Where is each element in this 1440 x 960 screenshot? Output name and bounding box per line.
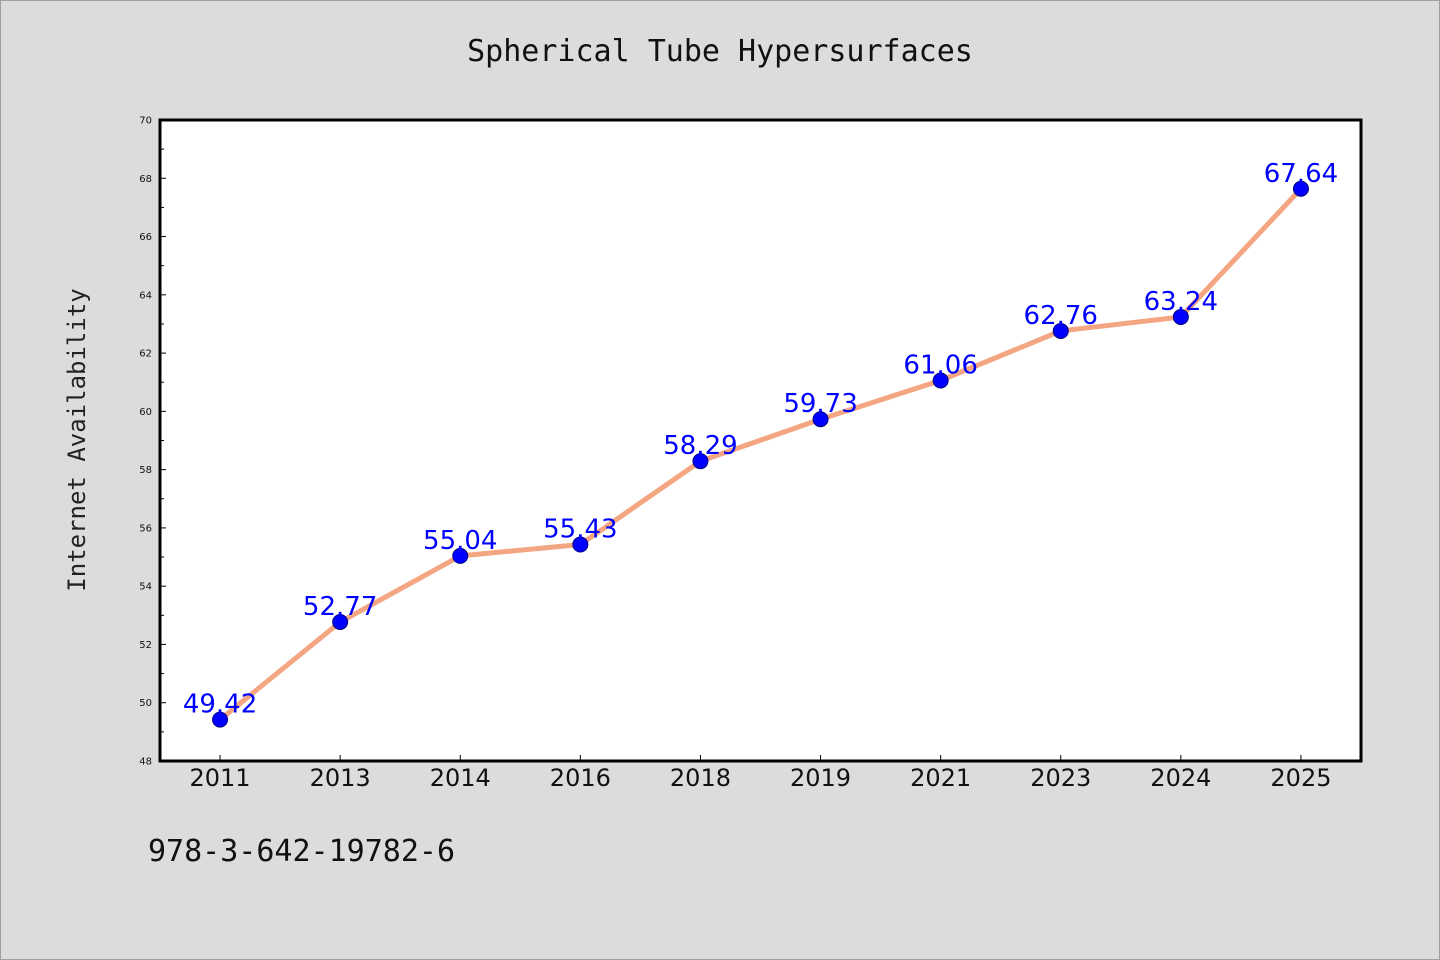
- data-point[interactable]: [812, 411, 829, 428]
- data-label: 55.04: [423, 526, 497, 556]
- data-point[interactable]: [1172, 308, 1189, 325]
- data-label: 63.24: [1144, 287, 1218, 317]
- y-tick-label: 48: [139, 757, 152, 768]
- x-axis: 2011 2013 2014 2016 2018 2019 2021 2023 2024 2025: [190, 755, 1331, 792]
- y-tick-label: 58: [139, 465, 152, 476]
- y-tick-label: 66: [139, 232, 152, 243]
- data-label: 52.77: [303, 592, 377, 622]
- data-label: 55.43: [543, 515, 617, 545]
- y-tick-label: 68: [139, 174, 152, 185]
- y-tick-label: 62: [139, 349, 152, 360]
- y-tick-label: 54: [139, 582, 152, 593]
- x-tick-label: 2013: [310, 764, 371, 792]
- isbn-text: 978-3-642-19782-6: [148, 834, 456, 869]
- y-tick-label: 50: [139, 698, 152, 709]
- series-line: [217, 186, 1304, 723]
- y-tick-label: 60: [139, 407, 152, 418]
- x-tick-label: 2011: [190, 764, 251, 792]
- data-label: 67.64: [1264, 159, 1338, 189]
- data-label: 59.73: [783, 389, 857, 419]
- x-tick-label: 2014: [430, 764, 491, 792]
- data-point[interactable]: [452, 547, 469, 564]
- data-label: 58.29: [663, 431, 737, 461]
- data-point[interactable]: [572, 536, 589, 553]
- x-tick-label: 2021: [910, 764, 971, 792]
- y-tick-label: 70: [139, 116, 152, 127]
- y-tick-label: 52: [139, 640, 152, 651]
- series-group: [212, 180, 1309, 728]
- y-tick-label: 56: [139, 523, 152, 534]
- data-label: 62.76: [1024, 301, 1098, 331]
- data-point[interactable]: [692, 453, 709, 470]
- data-label: 61.06: [903, 350, 977, 380]
- x-tick-label: 2024: [1150, 764, 1211, 792]
- y-axis: 48 50 52 54 56 58 60 62 64 66 68 70: [139, 116, 166, 768]
- x-tick-label: 2025: [1270, 764, 1331, 792]
- data-point[interactable]: [212, 711, 229, 728]
- data-point[interactable]: [332, 614, 349, 631]
- y-tick-label: 64: [139, 290, 152, 301]
- data-point[interactable]: [1052, 322, 1069, 339]
- data-labels: 49.42 52.77 55.04 55.43 58.29 59.73 61.06 62.76…: [183, 159, 1338, 720]
- x-tick-label: 2019: [790, 764, 851, 792]
- x-tick-label: 2016: [550, 764, 611, 792]
- data-point[interactable]: [1292, 180, 1309, 197]
- chart-title: Spherical Tube Hypersurfaces: [467, 34, 973, 69]
- x-tick-label: 2018: [670, 764, 731, 792]
- data-point[interactable]: [932, 372, 949, 389]
- x-tick-label: 2023: [1030, 764, 1091, 792]
- data-label: 49.42: [183, 690, 257, 720]
